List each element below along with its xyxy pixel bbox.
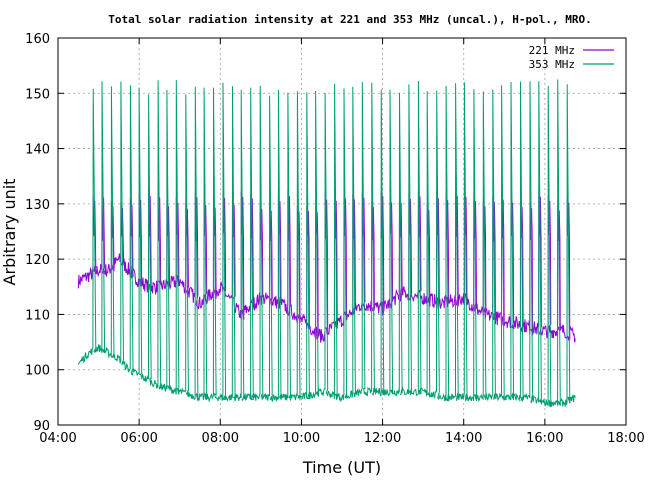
y-tick-label: 150 — [25, 87, 50, 102]
x-tick-label: 12:00 — [364, 431, 401, 446]
y-tick-label: 120 — [25, 253, 50, 268]
x-tick-label: 10:00 — [283, 431, 320, 446]
y-tick-label: 100 — [25, 364, 50, 379]
legend: 221 MHz 353 MHz — [529, 44, 614, 71]
y-axis-label: Arbitrary unit — [0, 179, 19, 286]
y-tick-label: 90 — [33, 419, 50, 434]
chart-title: Total solar radiation intensity at 221 a… — [108, 13, 591, 26]
plot-area — [77, 79, 576, 408]
y-tick-label: 130 — [25, 198, 50, 213]
axes: 04:00 06:00 08:00 10:00 12:00 14:00 16:00 18:00… — [25, 32, 645, 446]
y-tick-label: 140 — [25, 143, 50, 158]
x-tick-label: 14:00 — [445, 431, 482, 446]
y-tick-label: 110 — [25, 308, 50, 323]
series-line-1 — [77, 79, 576, 408]
legend-label-353: 353 MHz — [529, 58, 575, 71]
x-tick-label: 04:00 — [39, 431, 76, 446]
x-tick-label: 08:00 — [202, 431, 239, 446]
plot-frame — [57, 37, 627, 426]
x-tick-label: 06:00 — [120, 431, 157, 446]
x-axis-label: Time (UT) — [302, 458, 381, 477]
y-tick-label: 160 — [25, 32, 50, 47]
x-tick-label: 18:00 — [607, 431, 644, 446]
x-tick-label: 16:00 — [526, 431, 563, 446]
legend-label-221: 221 MHz — [529, 44, 575, 57]
